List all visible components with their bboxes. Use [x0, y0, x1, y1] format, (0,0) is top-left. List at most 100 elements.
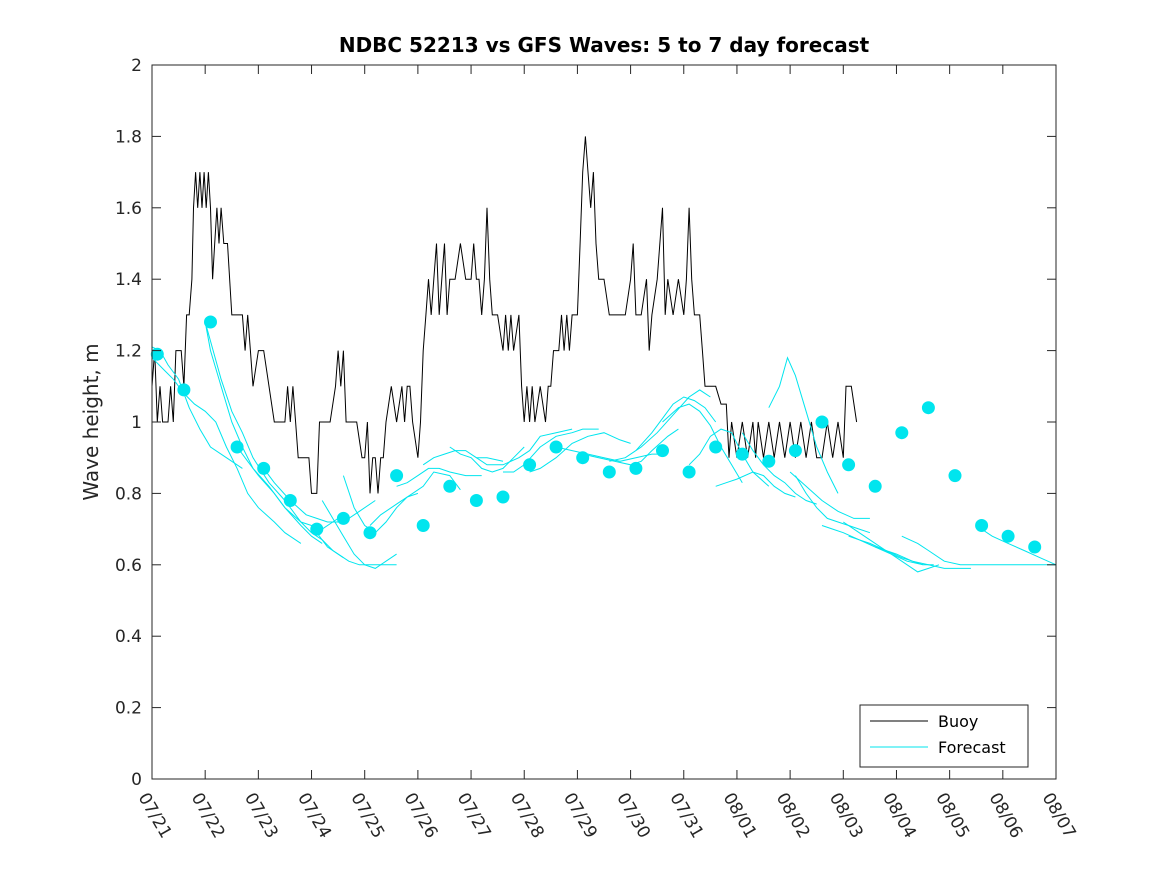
- forecast-line-4: [236, 446, 344, 530]
- forecast-marker-7: [336, 511, 350, 525]
- y-tick-label: 1.2: [115, 342, 142, 362]
- y-tick-label: 2: [131, 56, 142, 76]
- x-tick-label: 07/30: [612, 790, 654, 842]
- forecast-marker-23: [762, 454, 776, 468]
- forecast-line-26: [821, 525, 924, 566]
- y-tick-label: 1.8: [115, 127, 142, 147]
- y-tick-label: 0: [131, 770, 142, 790]
- forecast-line-8: [342, 475, 419, 534]
- y-tick-label: 1: [131, 413, 142, 433]
- forecast-marker-13: [496, 490, 510, 504]
- forecast-marker-33: [1028, 540, 1042, 554]
- y-tick-label: 1.6: [115, 199, 142, 219]
- x-tick-label: 08/01: [719, 790, 761, 842]
- forecast-marker-16: [576, 451, 590, 465]
- forecast-line-20: [662, 403, 743, 483]
- x-tick-label: 07/23: [240, 790, 282, 842]
- x-tick-label: 08/03: [825, 790, 867, 842]
- legend: Buoy Forecast: [859, 704, 1029, 768]
- y-tick-label: 0.6: [115, 556, 142, 576]
- forecast-marker-4: [257, 461, 271, 475]
- y-tick-label: 0.4: [115, 627, 142, 647]
- forecast-marker-3: [230, 440, 244, 454]
- forecast-marker-28: [895, 426, 909, 440]
- data-layer: [150, 136, 1057, 573]
- forecast-line-18: [609, 389, 711, 462]
- forecast-line-22: [715, 471, 796, 498]
- forecast-line-30: [843, 521, 940, 573]
- x-tick-label: 08/04: [878, 790, 920, 842]
- forecast-line-11: [422, 450, 504, 466]
- forecast-marker-0: [150, 347, 164, 361]
- legend-forecast-label: Forecast: [938, 738, 1006, 757]
- forecast-marker-27: [868, 479, 882, 493]
- forecast-line-9: [369, 471, 461, 526]
- y-axis-label: Wave height, m: [79, 343, 103, 500]
- forecast-marker-20: [682, 465, 696, 479]
- forecast-line-14: [503, 428, 599, 473]
- forecast-line-31: [901, 535, 1056, 566]
- forecast-marker-30: [948, 469, 962, 483]
- x-tick-label: 07/24: [293, 790, 335, 842]
- x-tick-label: 08/05: [931, 790, 973, 842]
- x-tick-label: 08/06: [984, 790, 1026, 842]
- forecast-line-21: [688, 428, 770, 487]
- forecast-marker-21: [709, 440, 723, 454]
- forecast-line-15: [529, 432, 631, 473]
- x-tick-label: 07/27: [453, 790, 495, 842]
- forecast-marker-19: [656, 444, 669, 458]
- chart-title: NDBC 52213 vs GFS Waves: 5 to 7 day fore…: [339, 33, 870, 57]
- forecast-marker-29: [921, 401, 935, 415]
- forecast-line-32: [975, 525, 1057, 566]
- forecast-line-25: [794, 475, 871, 534]
- forecast-marker-25: [815, 415, 829, 429]
- forecast-line-2: [204, 321, 323, 544]
- y-tick-label: 0.2: [115, 699, 142, 719]
- forecast-marker-15: [549, 440, 563, 454]
- forecast-line-27: [848, 535, 934, 566]
- forecast-marker-12: [469, 494, 483, 507]
- forecast-marker-5: [283, 494, 297, 507]
- x-tick-label: 08/02: [772, 790, 814, 842]
- forecast-line-13: [476, 428, 573, 466]
- forecast-marker-18: [629, 461, 643, 475]
- forecast-line-12: [449, 446, 525, 473]
- forecast-line-23: [741, 432, 817, 505]
- forecast-line-7: [321, 500, 397, 569]
- forecast-line-16: [555, 446, 663, 462]
- forecast-marker-32: [1001, 529, 1015, 543]
- x-tick-label: 08/07: [1038, 790, 1080, 842]
- x-tick-label: 07/21: [134, 790, 176, 842]
- plot-frame: [151, 64, 1057, 780]
- y-tick-label: 1.4: [115, 270, 142, 290]
- x-tick-label: 07/25: [346, 790, 388, 842]
- legend-buoy-label: Buoy: [938, 712, 978, 731]
- forecast-line-6: [316, 532, 397, 566]
- forecast-marker-26: [842, 458, 856, 472]
- forecast-marker-24: [788, 444, 802, 458]
- x-tick-label: 07/31: [665, 790, 707, 842]
- forecast-marker-11: [443, 479, 457, 493]
- forecast-marker-14: [523, 458, 537, 472]
- forecast-marker-6: [310, 522, 324, 536]
- forecast-line-29: [789, 471, 870, 519]
- x-tick-label: 07/22: [187, 790, 229, 842]
- forecast-marker-22: [735, 447, 749, 461]
- forecast-marker-10: [416, 519, 430, 532]
- forecast-marker-17: [602, 465, 616, 479]
- x-tick-label: 07/28: [506, 790, 548, 842]
- forecast-marker-2: [204, 315, 217, 329]
- legend-box: [859, 704, 1029, 768]
- forecast-marker-1: [177, 383, 191, 397]
- forecast-line-24: [768, 356, 839, 494]
- forecast-marker-31: [975, 519, 989, 532]
- forecast-line-19: [635, 396, 717, 451]
- x-tick-label: 07/29: [559, 790, 601, 842]
- forecast-line-0: [151, 346, 243, 469]
- forecast-marker-9: [390, 469, 404, 483]
- forecast-line-1: [151, 357, 302, 544]
- x-tick-label: 07/26: [400, 790, 442, 842]
- forecast-line-5: [263, 468, 376, 523]
- y-tick-label: 0.8: [115, 484, 142, 504]
